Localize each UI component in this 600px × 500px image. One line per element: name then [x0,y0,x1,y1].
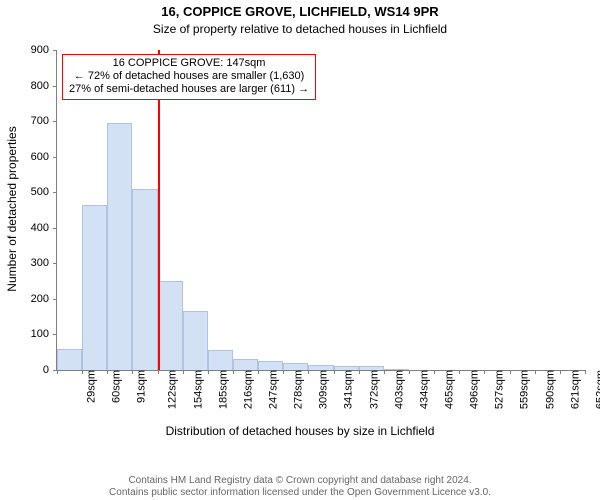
x-axis-label: Distribution of detached houses by size … [0,424,600,438]
x-tick-label: 91sqm [133,370,148,403]
annotation-line2: ← 72% of detached houses are smaller (1,… [69,70,309,83]
x-tick-label: 60sqm [108,370,123,403]
x-tick-label: 527sqm [491,370,506,409]
histogram-bar [233,359,258,370]
y-tick-label: 500 [31,186,57,198]
y-tick-label: 300 [31,257,57,269]
histogram-bar [57,349,82,370]
x-tick-label: 652sqm [591,370,600,409]
histogram-bar [82,205,107,370]
x-tick-label: 154sqm [189,370,204,409]
annotation-line3: 27% of semi-detached houses are larger (… [69,83,309,96]
x-tick-label: 309sqm [315,370,330,409]
plot-area: 010020030040050060070080090029sqm60sqm91… [56,50,585,371]
chart-container: { "title": "16, COPPICE GROVE, LICHFIELD… [0,0,600,500]
x-tick-label: 216sqm [239,370,254,409]
histogram-bar [258,361,283,370]
footer-line1: Contains HM Land Registry data © Crown c… [0,475,600,487]
footer-line2: Contains public sector information licen… [0,487,600,499]
y-tick-label: 100 [31,328,57,340]
histogram-bar [359,366,384,370]
y-tick-label: 0 [43,364,57,376]
x-tick-label: 29sqm [83,370,98,403]
footer-attribution: Contains HM Land Registry data © Crown c… [0,475,600,498]
y-tick-label: 800 [31,80,57,92]
y-tick-label: 700 [31,115,57,127]
x-tick-label: 590sqm [541,370,556,409]
x-tick-label: 465sqm [441,370,456,409]
x-tick-label: 559sqm [516,370,531,409]
y-axis-label: Number of detached properties [5,49,19,369]
y-tick-label: 900 [31,44,57,56]
x-tick-label: 247sqm [265,370,280,409]
x-tick-label: 496sqm [466,370,481,409]
x-tick-label: 403sqm [390,370,405,409]
x-tick-label: 185sqm [214,370,229,409]
y-tick-label: 200 [31,293,57,305]
annotation-box: 16 COPPICE GROVE: 147sqm← 72% of detache… [62,54,316,100]
annotation-line1: 16 COPPICE GROVE: 147sqm [69,57,309,70]
histogram-bar [132,189,157,370]
histogram-bar [384,369,409,370]
y-tick-label: 400 [31,222,57,234]
chart-title: 16, COPPICE GROVE, LICHFIELD, WS14 9PR [0,4,600,19]
histogram-bar [158,281,183,370]
y-tick-label: 600 [31,151,57,163]
chart-subtitle: Size of property relative to detached ho… [0,22,600,36]
x-tick-label: 341sqm [340,370,355,409]
x-tick-label: 278sqm [290,370,305,409]
x-tick-label: 434sqm [415,370,430,409]
x-tick-label: 122sqm [164,370,179,409]
histogram-bar [183,311,208,370]
x-tick-label: 621sqm [566,370,581,409]
histogram-bar [308,365,333,370]
histogram-bar [334,366,359,370]
x-tick-label: 372sqm [365,370,380,409]
histogram-bar [283,363,308,370]
histogram-bar [208,350,233,370]
histogram-bar [107,123,132,370]
